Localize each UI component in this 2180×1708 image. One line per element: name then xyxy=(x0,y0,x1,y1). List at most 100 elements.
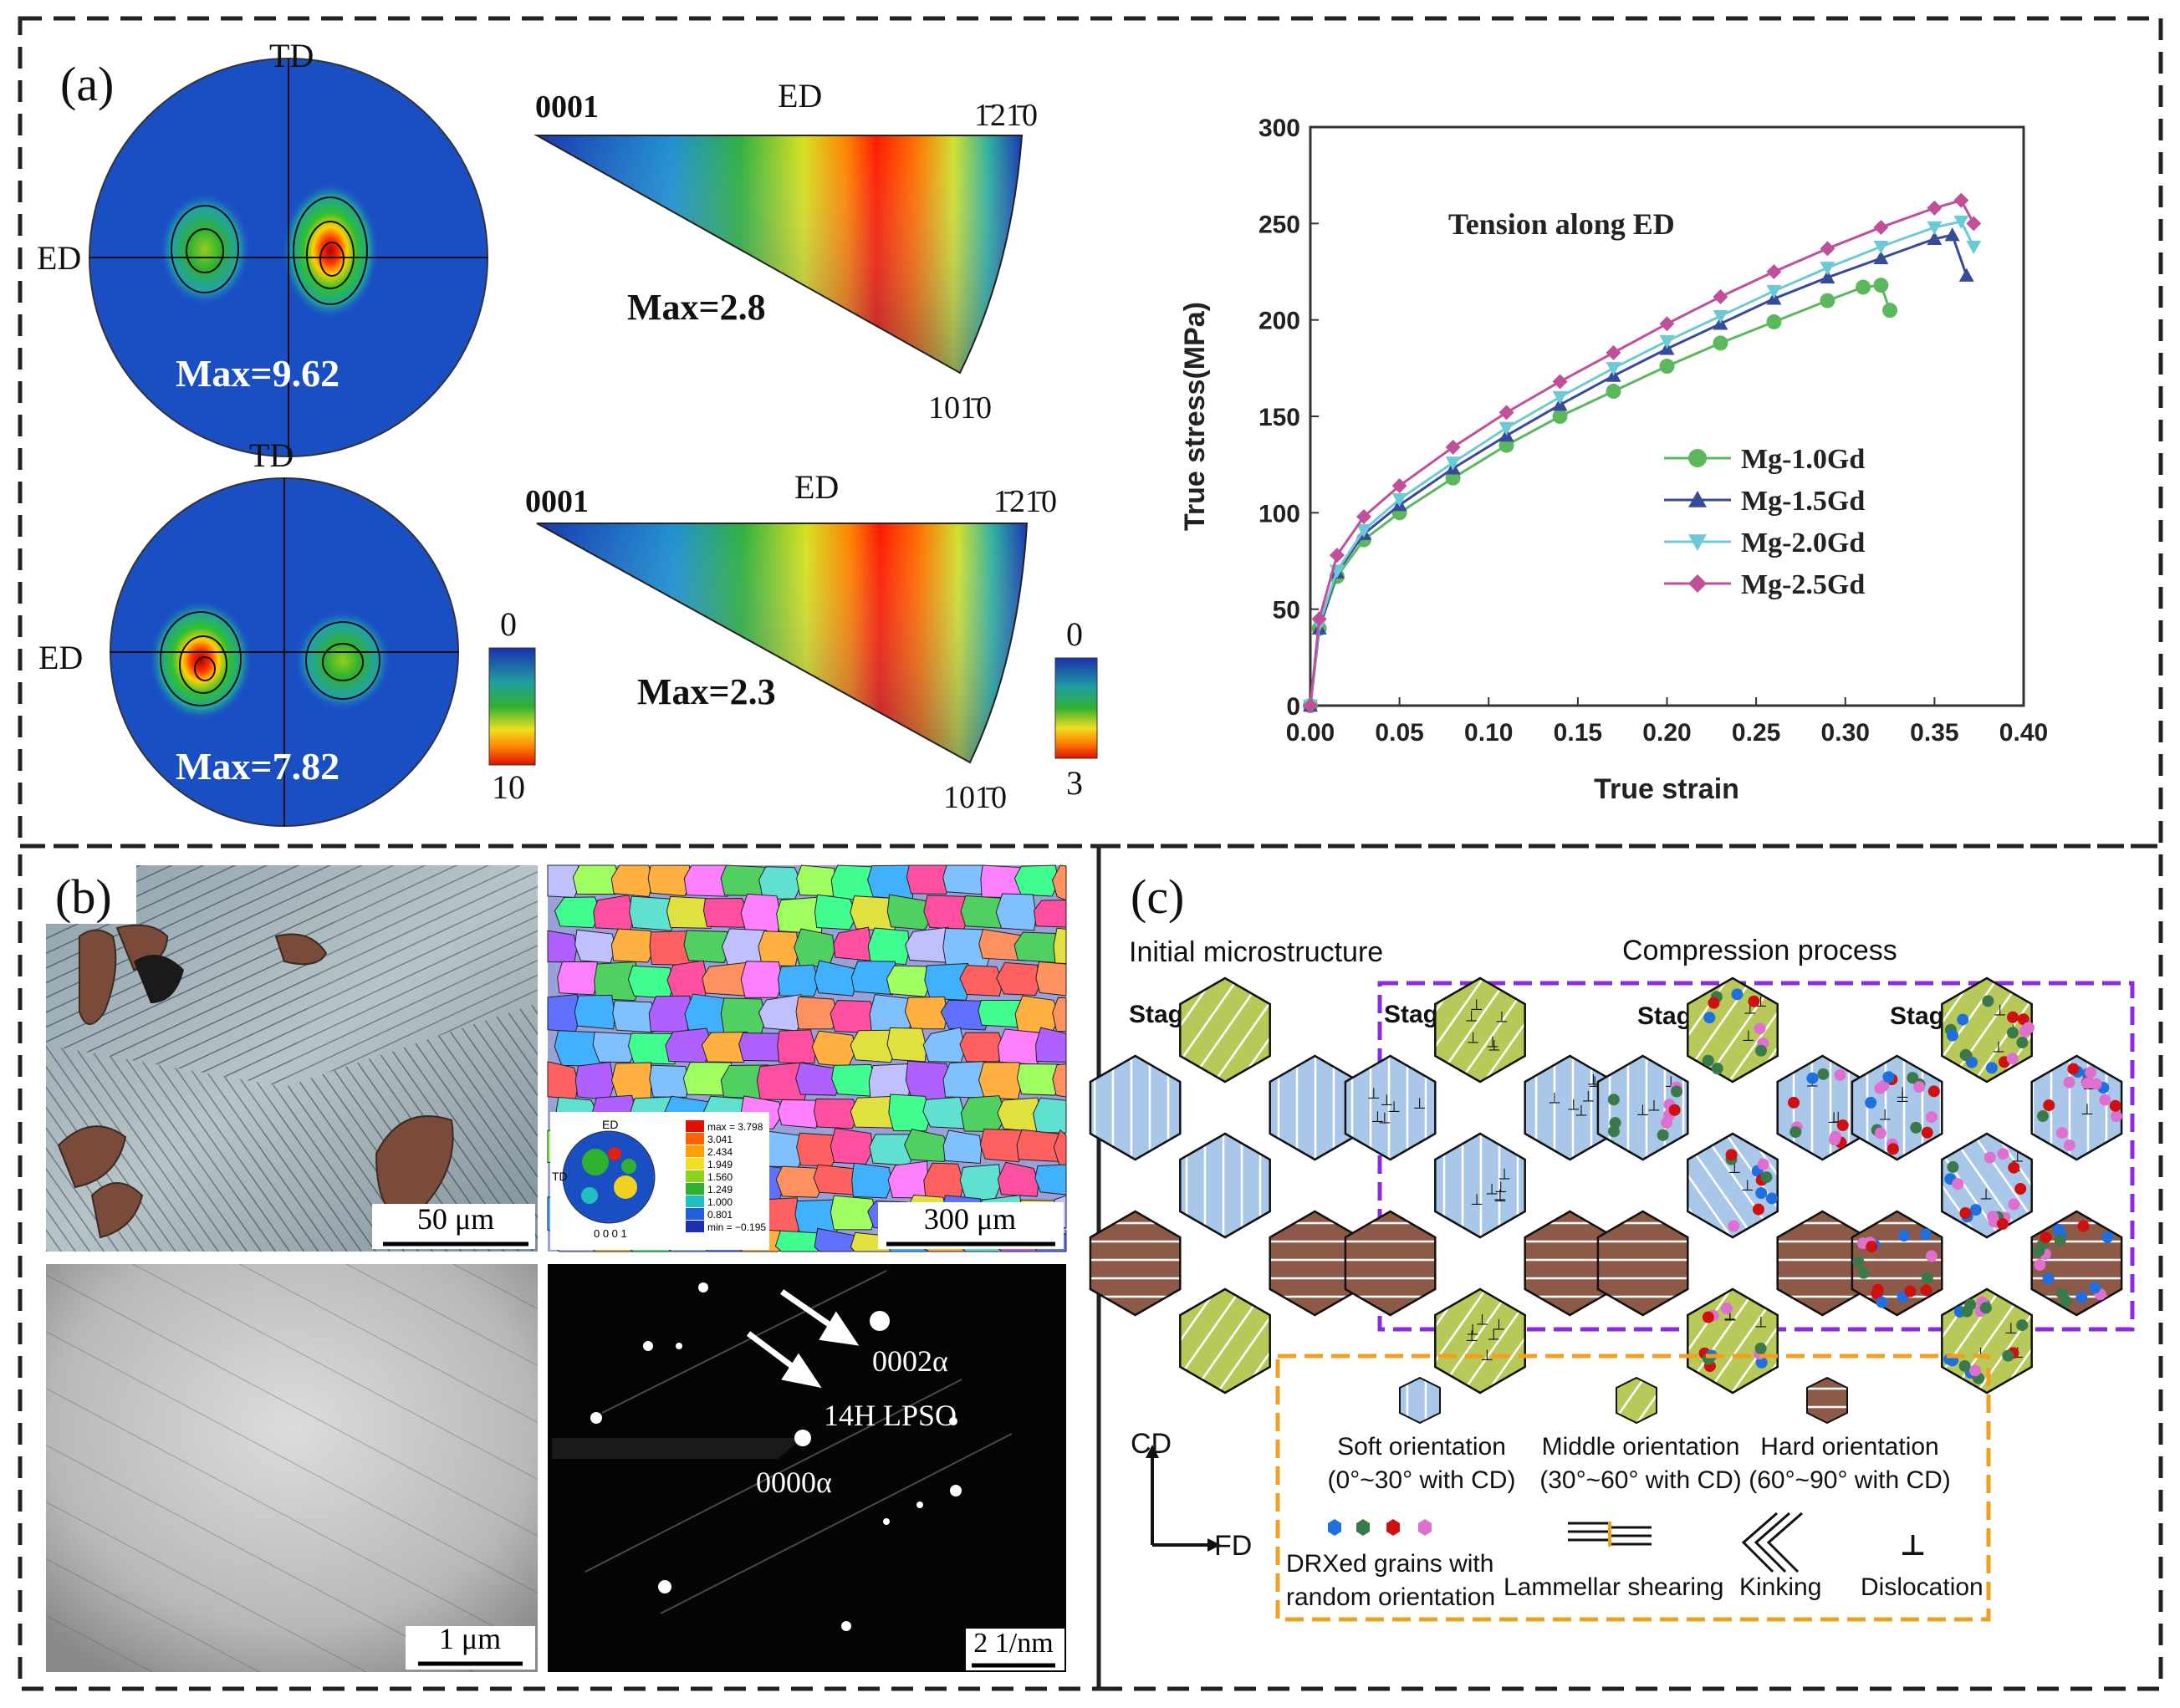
dislocation-mark: ⊥ xyxy=(1493,1317,1506,1333)
dislocation-mark: ⊥ xyxy=(1413,1095,1427,1112)
data-point xyxy=(1873,278,1889,293)
pole-figure-1: TD ED Max=9.62 xyxy=(37,37,488,457)
dislocation-mark: ⊥ xyxy=(1992,1038,2005,1055)
data-point xyxy=(1766,284,1782,299)
drx-grain xyxy=(1760,1171,1773,1184)
drx-grain xyxy=(1806,1072,1819,1084)
drx-grain xyxy=(1876,1296,1888,1308)
data-point xyxy=(1927,200,1943,216)
ipf2-1010-label: 101̄0 xyxy=(943,780,1007,815)
grain-mid xyxy=(1434,976,1526,1083)
inset-legend-label: min = −0.195 xyxy=(707,1221,766,1233)
pf2-ed-label: ED xyxy=(38,639,83,676)
drx-grain xyxy=(1897,1230,1910,1242)
legend-dislocation-label: Dislocation xyxy=(1861,1573,1983,1601)
ipf2-0001-label: 0001 xyxy=(525,484,589,519)
legend-label: Mg-1.5Gd xyxy=(1741,486,1865,517)
initial-microstructure-title: Initial microstructure xyxy=(1129,936,1383,968)
drx-grain xyxy=(2077,1220,2090,1232)
data-point xyxy=(1820,262,1835,276)
legend-lamellar-label: Lammellar shearing xyxy=(1504,1573,1723,1601)
data-point xyxy=(1966,216,1982,232)
drx-grain xyxy=(2109,1099,2121,1112)
dislocation-mark: ⊥ xyxy=(1493,1186,1507,1203)
axis-cd-label: CD xyxy=(1131,1428,1172,1460)
drx-grain xyxy=(1725,1149,1738,1161)
drx-grain xyxy=(1985,1062,1998,1074)
pf-scale-min: 0 xyxy=(500,605,517,643)
dislocation-mark: ⊥ xyxy=(1470,1191,1483,1208)
ipf1-ed-label: ED xyxy=(778,77,822,115)
drx-grain xyxy=(2002,1349,2014,1362)
drx-grain xyxy=(2067,1063,2080,1075)
legend-middle-swatch xyxy=(1616,1376,1657,1425)
dislocation-mark: ⊥ xyxy=(1485,1180,1498,1197)
drx-grain xyxy=(1828,1134,1840,1146)
ipf2-max-label: Max=2.3 xyxy=(637,671,776,712)
data-point xyxy=(1552,374,1568,390)
y-tick-label: 250 xyxy=(1258,211,1300,238)
dislocation-mark: ⊥ xyxy=(1486,1034,1499,1051)
dislocation-mark: ⊥ xyxy=(1498,1165,1511,1182)
data-point xyxy=(1944,227,1960,242)
drx-grain xyxy=(1788,1096,1800,1109)
x-tick-label: 0.25 xyxy=(1732,719,1780,747)
x-tick-label: 0.35 xyxy=(1910,719,1958,747)
data-point xyxy=(1498,421,1514,436)
y-tick-label: 200 xyxy=(1258,308,1300,335)
panel-b-label: (b) xyxy=(55,869,112,924)
hex-stage-1: ⊥⊥⊥⊥ ⊥⊥⊥⊥⊥⊥⊥⊥⊥⊥⊥⊥⊥⊥⊥⊥⊥⊥⊥ ⊥⊥⊥⊥⊥⊥⊥ xyxy=(1344,976,1616,1394)
drx-grain xyxy=(2099,1094,2111,1106)
data-point xyxy=(1355,508,1371,524)
y-tick-label: 300 xyxy=(1258,115,1300,142)
drx-grain xyxy=(1866,1241,1878,1253)
drx-grain xyxy=(2042,1272,2055,1285)
drx-grain xyxy=(1765,1192,1778,1205)
drx-grain xyxy=(1969,1364,1982,1377)
dislocation-mark: ⊥ xyxy=(1575,1102,1588,1119)
dislocation-mark: ⊥ xyxy=(1994,1002,2007,1019)
inset-legend-label: max = 3.798 xyxy=(707,1121,763,1133)
drx-grain xyxy=(1702,1311,1714,1323)
dislocation-mark: ⊥ xyxy=(1367,1085,1381,1102)
dislocation-mark: ⊥ xyxy=(1647,1098,1661,1114)
dislocation-mark: ⊥ xyxy=(1636,1102,1650,1119)
chart-series xyxy=(1303,192,1982,713)
drx-grain xyxy=(1708,997,1720,1009)
drx-grain xyxy=(1755,1187,1768,1200)
drx-grain xyxy=(2040,1231,2052,1244)
inset-legend-label: 1.560 xyxy=(707,1171,733,1183)
data-point xyxy=(1766,314,1782,329)
data-point xyxy=(1927,221,1943,235)
chart-ticks: 0.00 0.05 0.10 0.15 0.20 0.25 0.30 0.35 0.40 0 50 1… xyxy=(1258,115,2048,747)
drx-grain xyxy=(1957,1013,1969,1026)
drx-grain xyxy=(1964,1298,1977,1311)
data-point xyxy=(1820,269,1835,284)
grain-hard xyxy=(1344,1210,1437,1317)
dislocation-mark: ⊥ xyxy=(1896,1089,1909,1105)
pf1-max-label: Max=9.62 xyxy=(176,352,340,395)
x-tick-label: 0.30 xyxy=(1821,719,1870,747)
drx-grain xyxy=(1959,1207,1972,1220)
dislocation-mark: ⊥ xyxy=(1896,1084,1909,1101)
inset-legend-label: 1.949 xyxy=(707,1159,733,1170)
drx-grain xyxy=(2019,1025,2031,1038)
dislocation-mark: ⊥ xyxy=(1878,1107,1892,1124)
inset-legend: max = 3.7983.0412.4341.9491.5601.2491.00… xyxy=(686,1120,766,1233)
drx-grain xyxy=(2008,1161,2020,1174)
data-point xyxy=(1873,240,1889,255)
drx-grain xyxy=(2081,1077,2094,1089)
series-line xyxy=(1309,283,1892,706)
dislocation-mark: ⊥ xyxy=(1488,1037,1501,1053)
drx-grain xyxy=(1755,1356,1768,1369)
drx-grain xyxy=(1919,1228,1932,1241)
legend-soft-title: Soft orientation xyxy=(1337,1433,1506,1461)
pf1-ed-label: ED xyxy=(37,239,81,277)
data-point xyxy=(1873,250,1889,265)
data-point xyxy=(1355,523,1371,538)
drx-grain xyxy=(2055,1287,2068,1300)
drx-grain xyxy=(1946,1029,1958,1042)
legend-kinking-label: Kinking xyxy=(1739,1573,1821,1601)
legend-label: Mg-2.0Gd xyxy=(1741,528,1865,558)
ebsd-inset: ED TD 0 0 0 1 max = 3.7983.0412.4341.949… xyxy=(550,1112,769,1250)
